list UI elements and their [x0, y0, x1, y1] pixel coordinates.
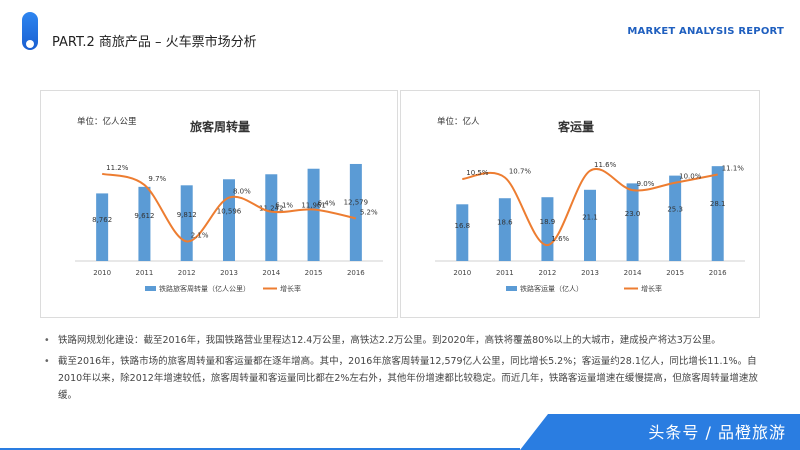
bar-data-label: 11,242 — [259, 205, 284, 213]
bar-data-label: 28.1 — [710, 200, 726, 208]
chart-panel-passenger-turnover: 单位：亿人公里 旅客周转量 8,762 2010 9,612 2011 9,812 2012 1… — [40, 90, 398, 318]
bar-data-label: 18.6 — [497, 219, 513, 227]
bar — [669, 175, 682, 261]
bar-data-label: 18.9 — [540, 218, 556, 226]
bar-data-label: 21.1 — [582, 214, 598, 222]
x-tick-label: 2010 — [453, 269, 471, 277]
unit-label: 单位：亿人公里 — [77, 116, 137, 127]
legend-label-bar: 铁路客运量（亿人） — [520, 284, 583, 293]
report-tag: MARKET ANALYSIS REPORT — [627, 26, 784, 37]
x-tick-label: 2016 — [347, 269, 365, 277]
bar-data-label: 16.8 — [454, 222, 470, 230]
bar-data-label: 8,762 — [92, 216, 112, 224]
bar — [307, 168, 320, 261]
line-data-label: 10.5% — [466, 169, 489, 177]
line-data-label: 2.1% — [191, 231, 209, 239]
line-data-label: 10.7% — [509, 168, 532, 176]
bar — [265, 174, 278, 261]
bar — [138, 186, 151, 261]
bar — [96, 193, 109, 261]
footer-watermark: 头条号 / 品橙旅游 — [648, 423, 786, 442]
footer-band-shape — [520, 414, 800, 450]
x-tick-label: 2014 — [262, 269, 280, 277]
x-tick-label: 2014 — [624, 269, 642, 277]
x-tick-label: 2013 — [581, 269, 599, 277]
x-tick-label: 2016 — [709, 269, 727, 277]
bullet-list: 铁路网规划化建设：截至2016年，我国铁路营业里程达12.4万公里，高铁达2.2… — [44, 332, 774, 408]
line-data-label: 6.4% — [318, 199, 336, 207]
page-title: PART.2 商旅产品 – 火车票市场分析 — [52, 35, 257, 50]
header-accent-dot — [26, 40, 34, 48]
bar-data-label: 23.0 — [625, 210, 641, 218]
line-data-label: 9.0% — [637, 180, 655, 188]
bar-data-label: 9,612 — [134, 212, 154, 220]
bullet-item: 截至2016年，铁路市场的旅客周转量和客运量都在逐年增高。其中，2016年旅客周… — [44, 353, 774, 404]
growth-rate-line — [462, 167, 718, 247]
bar-data-label: 12,579 — [344, 199, 369, 207]
passenger-turnover-chart: 单位：亿人公里 旅客周转量 8,762 2010 9,612 2011 9,812 2012 1… — [75, 116, 383, 293]
bar-data-label: 11,961 — [301, 201, 326, 209]
unit-label: 单位：亿人 — [437, 116, 480, 127]
chart-panel-passenger-volume: 单位：亿人 客运量 16.8 2010 18.6 2011 18.9 2012 21.1 2013… — [400, 90, 760, 318]
bar — [349, 163, 362, 261]
legend-swatch-bar — [145, 286, 156, 291]
line-data-label: 9.7% — [148, 175, 166, 183]
bar — [626, 183, 639, 261]
line-data-label: 10.0% — [679, 173, 702, 181]
x-tick-label: 2013 — [220, 269, 238, 277]
bar — [711, 166, 724, 261]
bar-data-label: 9,812 — [177, 211, 197, 219]
bullet-item: 铁路网规划化建设：截至2016年，我国铁路营业里程达12.4万公里，高铁达2.2… — [44, 332, 774, 349]
legend-label-line: 增长率 — [641, 284, 662, 293]
legend-swatch-bar — [506, 286, 517, 291]
line-data-label: 6.1% — [275, 202, 293, 210]
bar — [541, 197, 554, 261]
line-data-label: 8.0% — [233, 188, 251, 196]
x-tick-label: 2015 — [305, 269, 323, 277]
legend-label-line: 增长率 — [280, 284, 301, 293]
chart-title: 旅客周转量 — [190, 119, 250, 134]
bar — [498, 198, 511, 261]
x-tick-label: 2010 — [93, 269, 111, 277]
bar — [456, 204, 469, 261]
line-data-label: 11.2% — [106, 164, 129, 172]
x-tick-label: 2012 — [178, 269, 196, 277]
passenger-volume-chart: 单位：亿人 客运量 16.8 2010 18.6 2011 18.9 2012 21.1 2013… — [435, 116, 745, 293]
line-data-label: 5.2% — [360, 208, 378, 216]
line-data-label: 1.6% — [551, 235, 569, 243]
bar-data-label: 25.3 — [667, 205, 683, 213]
line-data-label: 11.6% — [594, 161, 617, 169]
x-tick-label: 2015 — [666, 269, 684, 277]
line-data-label: 11.1% — [722, 165, 745, 173]
x-tick-label: 2011 — [496, 269, 514, 277]
bar-data-label: 10,596 — [217, 208, 242, 216]
chart-title: 客运量 — [557, 119, 594, 134]
bar — [180, 185, 193, 261]
x-tick-label: 2012 — [539, 269, 557, 277]
x-tick-label: 2011 — [136, 269, 154, 277]
legend-label-bar: 铁路旅客周转量（亿人公里） — [159, 284, 250, 293]
growth-rate-line — [101, 172, 357, 243]
bar — [584, 189, 596, 261]
